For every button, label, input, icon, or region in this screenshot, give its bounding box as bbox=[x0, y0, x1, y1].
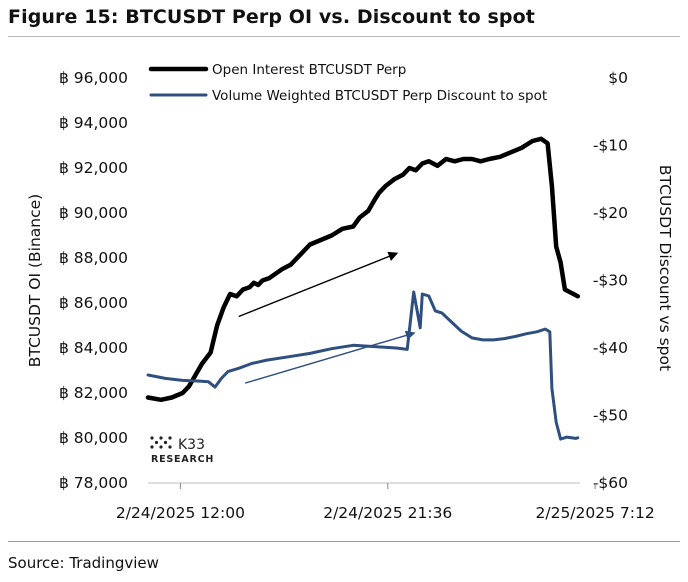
source-note: Source: Tradingview bbox=[8, 554, 159, 572]
logo-name: K33 bbox=[178, 437, 205, 453]
right-axis-ticks: $0 -$10 -$20 -$30 -$40 -$50 -$60 bbox=[593, 69, 628, 492]
series-line-discount bbox=[146, 290, 580, 441]
right-tick-label: -$50 bbox=[593, 407, 628, 425]
right-tick-label: -$20 bbox=[593, 204, 628, 222]
legend-label: Volume Weighted BTCUSDT Perp Discount to… bbox=[212, 88, 547, 104]
left-tick-label: ฿ 78,000 bbox=[59, 474, 128, 492]
right-tick-label: -$10 bbox=[593, 137, 628, 155]
left-axis-ticks: ฿ 96,000 ฿ 94,000 ฿ 92,000 ฿ 90,000 ฿ 88,000… bbox=[59, 69, 128, 492]
legend: Open Interest BTCUSDT Perp Volume Weighte… bbox=[148, 62, 547, 104]
figure-title: Figure 15: BTCUSDT Perp OI vs. Discount … bbox=[8, 6, 535, 28]
trend-arrow bbox=[245, 330, 416, 384]
left-tick-label: ฿ 94,000 bbox=[59, 114, 128, 132]
series-line-open-interest bbox=[145, 136, 581, 403]
logo-dots-icon bbox=[150, 436, 172, 449]
source-divider bbox=[8, 541, 680, 542]
left-tick-label: ฿ 84,000 bbox=[59, 339, 128, 357]
x-axis-ticks: 2/24/2025 12:00 2/24/2025 21:36 2/25/2025 … bbox=[116, 483, 655, 522]
x-tick-label: 2/24/2025 12:00 bbox=[116, 504, 245, 522]
series-layer bbox=[145, 136, 581, 441]
left-axis-title: BTCUSDT OI (Binance) bbox=[26, 194, 44, 367]
right-tick-label: -$30 bbox=[593, 272, 628, 290]
k33-research-logo: K33 RESEARCH bbox=[150, 436, 214, 465]
right-tick-label: $0 bbox=[608, 69, 628, 87]
legend-label: Open Interest BTCUSDT Perp bbox=[212, 62, 406, 78]
title-divider bbox=[8, 36, 680, 37]
left-tick-label: ฿ 80,000 bbox=[59, 429, 128, 447]
right-tick-label: -$40 bbox=[593, 339, 628, 357]
left-tick-label: ฿ 86,000 bbox=[59, 294, 128, 312]
right-axis-title: BTCUSDT Discount vs spot bbox=[656, 165, 674, 371]
left-tick-label: ฿ 96,000 bbox=[59, 69, 128, 87]
logo-sub: RESEARCH bbox=[151, 454, 214, 465]
right-tick-label: -$60 bbox=[593, 474, 628, 492]
left-tick-label: ฿ 92,000 bbox=[59, 159, 128, 177]
trend-arrow bbox=[238, 251, 399, 318]
left-tick-label: ฿ 82,000 bbox=[59, 384, 128, 402]
left-tick-label: ฿ 88,000 bbox=[59, 249, 128, 267]
x-tick-label: 2/25/2025 7:12 bbox=[536, 504, 655, 522]
x-tick-label: 2/24/2025 21:36 bbox=[323, 504, 452, 522]
annotation-layer bbox=[238, 251, 416, 384]
chart: ฿ 96,000 ฿ 94,000 ฿ 92,000 ฿ 90,000 ฿ 88,000… bbox=[26, 62, 674, 522]
left-tick-label: ฿ 90,000 bbox=[59, 204, 128, 222]
